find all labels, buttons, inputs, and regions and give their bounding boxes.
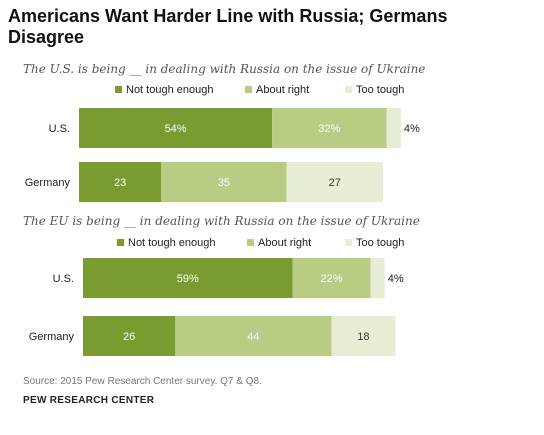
category-label: Germany <box>25 177 71 189</box>
category-label: U.S. <box>53 273 74 285</box>
bar-segment-about-right <box>161 162 287 202</box>
legend-label-too-tough: Too tough <box>356 237 405 249</box>
data-label-about-right: 35 <box>218 177 230 189</box>
bar-segment-not-tough <box>79 108 273 148</box>
data-label-about-right: 32% <box>318 123 340 135</box>
data-label-too-tough: 4% <box>388 273 404 285</box>
bar-segment-about-right <box>292 258 371 298</box>
legend-swatch-about-right <box>245 86 252 93</box>
legend-label-not-tough: Not tough enough <box>126 84 214 96</box>
bar-segment-about-right <box>175 316 332 356</box>
legend-swatch-too-tough <box>345 239 352 246</box>
data-label-about-right: 44 <box>247 331 259 343</box>
bar-segment-not-tough <box>83 258 293 298</box>
bar-segment-too-tough <box>331 316 396 356</box>
bar-segment-too-tough <box>286 162 384 202</box>
chart-title: Americans Want Harder Line with Russia; … <box>8 6 448 47</box>
legend-item-too-tough: Too tough <box>345 237 404 249</box>
legend-label-about-right: About right <box>258 237 312 249</box>
legend-swatch-not-tough <box>117 239 124 246</box>
legend-item-too-tough: Too tough <box>345 84 404 96</box>
legend-item-about-right: About right <box>245 84 309 96</box>
category-label: Germany <box>29 331 75 343</box>
legend-label-too-tough: Too tough <box>356 84 405 96</box>
legend-swatch-too-tough <box>345 86 352 93</box>
legend-item-about-right: About right <box>247 237 311 249</box>
bar-segment-too-tough <box>386 108 401 148</box>
data-label-too-tough: 4% <box>404 123 420 135</box>
panel-2-subtitle: The EU is being __ in dealing with Russi… <box>23 214 420 228</box>
bar-segment-not-tough <box>79 162 162 202</box>
category-label: U.S. <box>49 123 70 135</box>
bar-segment-about-right <box>272 108 387 148</box>
source-note: Source: 2015 Pew Research Center survey.… <box>23 376 262 387</box>
data-label-too-tough: 27 <box>329 177 341 189</box>
legend-swatch-about-right <box>247 239 254 246</box>
data-label-not-tough: 23 <box>114 177 126 189</box>
data-label-not-tough: 26 <box>123 331 135 343</box>
bar-segment-too-tough <box>370 258 385 298</box>
legend-label-not-tough: Not tough enough <box>128 237 216 249</box>
legend-swatch-not-tough <box>115 86 122 93</box>
data-label-about-right: 22% <box>320 273 342 285</box>
legend-item-not-tough: Not tough enough <box>115 84 213 96</box>
panel-1-subtitle: The U.S. is being __ in dealing with Rus… <box>23 62 426 76</box>
brand-label: PEW RESEARCH CENTER <box>23 395 155 406</box>
data-label-not-tough: 59% <box>177 273 199 285</box>
legend-item-not-tough: Not tough enough <box>117 237 215 249</box>
data-label-too-tough: 18 <box>357 331 369 343</box>
data-label-not-tough: 54% <box>165 123 187 135</box>
legend-label-about-right: About right <box>256 84 310 96</box>
bar-segment-not-tough <box>83 316 176 356</box>
